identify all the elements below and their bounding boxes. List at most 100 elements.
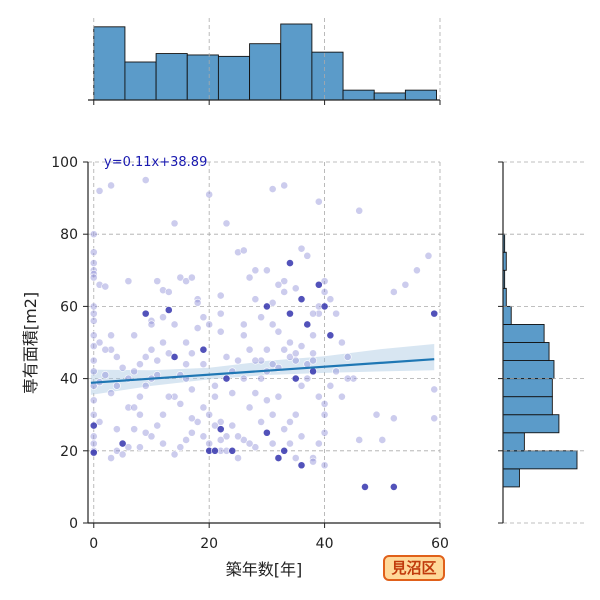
- data-point: [89, 410, 98, 419]
- data-point: [291, 454, 300, 462]
- regression-line: [90, 358, 435, 384]
- data-point: [89, 309, 98, 318]
- data-point: [303, 374, 312, 383]
- data-point-dark: [286, 309, 294, 318]
- y-tick-label: 60: [60, 299, 78, 315]
- data-point: [199, 313, 208, 322]
- scatter-points: [89, 176, 439, 491]
- data-point: [101, 371, 110, 379]
- data-point: [245, 345, 254, 354]
- data-point: [314, 197, 323, 206]
- data-point: [176, 273, 185, 282]
- data-point-dark: [164, 306, 173, 314]
- data-point: [205, 190, 214, 199]
- data-point: [251, 356, 260, 365]
- data-point: [159, 313, 167, 322]
- data-point: [136, 443, 144, 452]
- data-point: [153, 421, 162, 430]
- data-point: [89, 230, 98, 239]
- data-point: [182, 338, 190, 347]
- data-point: [251, 443, 260, 452]
- data-point: [170, 219, 179, 228]
- data-point: [211, 381, 219, 390]
- data-point: [320, 399, 329, 408]
- data-point: [309, 457, 317, 466]
- axes: 0 20 40 60 0 20 40 60 80 100: [51, 155, 449, 552]
- data-point-dark: [291, 374, 300, 383]
- y-tick-label: 0: [69, 516, 78, 532]
- data-point-dark: [297, 461, 306, 470]
- data-point: [136, 410, 144, 419]
- data-point: [239, 331, 248, 340]
- data-point: [89, 302, 98, 311]
- top-hist-bar: [186, 54, 219, 101]
- top-hist-bar: [342, 89, 375, 101]
- data-point: [153, 356, 162, 365]
- data-point: [268, 298, 277, 307]
- data-point: [222, 432, 231, 441]
- data-point: [291, 284, 300, 293]
- data-point-dark: [309, 367, 317, 376]
- data-point: [286, 439, 294, 448]
- data-point: [147, 345, 156, 354]
- data-point-dark: [199, 345, 208, 354]
- data-point: [89, 248, 98, 257]
- data-point: [314, 392, 323, 401]
- data-point: [268, 360, 277, 369]
- data-point: [107, 181, 115, 190]
- right-hist-bar: [502, 342, 550, 361]
- data-point: [303, 251, 312, 260]
- right-hist-bar: [502, 396, 553, 416]
- data-point: [216, 327, 225, 336]
- data-point: [239, 374, 248, 383]
- data-point: [130, 403, 139, 412]
- region-badge: 見沼区: [383, 555, 445, 581]
- data-point-dark: [389, 482, 398, 491]
- data-point: [170, 392, 179, 401]
- data-point: [424, 251, 433, 260]
- data-point: [112, 446, 121, 455]
- top-hist-bar: [311, 51, 344, 101]
- data-point: [101, 282, 110, 291]
- top-hist-bar: [124, 61, 157, 101]
- y-tick-label: 80: [60, 227, 78, 243]
- data-point: [95, 186, 104, 195]
- data-point: [141, 428, 150, 437]
- data-point: [193, 298, 202, 307]
- data-point: [286, 418, 294, 426]
- data-point: [274, 280, 283, 289]
- data-point: [234, 454, 242, 462]
- confidence-band: [90, 343, 435, 395]
- data-point: [343, 353, 352, 361]
- top-hist-bar: [249, 43, 282, 101]
- data-point: [182, 360, 190, 369]
- y-tick-label: 100: [51, 155, 78, 171]
- data-point: [89, 273, 98, 282]
- data-point: [349, 374, 358, 383]
- x-tick-label: 0: [89, 536, 98, 552]
- data-point: [355, 206, 364, 215]
- data-point: [297, 342, 306, 351]
- data-point: [268, 320, 277, 329]
- data-point-dark: [297, 295, 306, 304]
- data-point-dark: [262, 428, 271, 437]
- data-point: [147, 432, 156, 441]
- data-point: [216, 309, 225, 318]
- data-point: [141, 381, 150, 390]
- data-point: [101, 345, 110, 354]
- data-point: [245, 403, 254, 412]
- data-point: [89, 259, 98, 267]
- data-point: [170, 320, 179, 329]
- data-point: [389, 414, 398, 423]
- data-point: [205, 439, 214, 448]
- data-point: [199, 432, 208, 441]
- data-point: [193, 418, 202, 426]
- data-point: [159, 286, 167, 295]
- data-point: [199, 360, 208, 369]
- data-point: [372, 410, 381, 419]
- y-tick-label: 40: [60, 372, 78, 388]
- data-point-dark: [262, 302, 271, 311]
- data-point: [118, 450, 127, 459]
- data-point: [257, 418, 266, 426]
- data-point: [222, 219, 231, 228]
